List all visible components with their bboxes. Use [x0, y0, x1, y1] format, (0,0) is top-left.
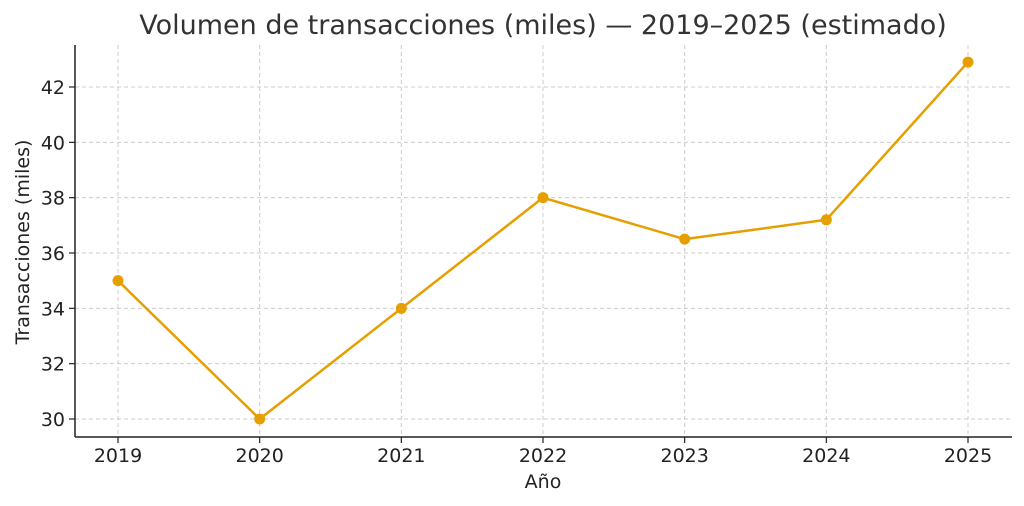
data-point-marker: [537, 192, 549, 204]
data-series: [112, 56, 974, 425]
y-axis-label: Transacciones (miles): [12, 140, 34, 346]
x-tick-label: 2025: [944, 445, 992, 467]
y-tick-label: 30: [41, 409, 65, 431]
x-tick-label: 2024: [802, 445, 850, 467]
y-tick-label: 40: [41, 132, 65, 154]
y-axis-ticks: 30 32 34 36 38 40 42: [41, 77, 75, 431]
y-tick-label: 38: [41, 188, 65, 210]
x-axis-label: Año: [525, 471, 562, 493]
chart-title: Volumen de transacciones (miles) — 2019–…: [139, 10, 947, 41]
data-point-marker: [679, 233, 691, 245]
x-tick-label: 2019: [94, 445, 142, 467]
y-tick-label: 36: [41, 243, 65, 265]
data-point-marker: [962, 56, 974, 68]
x-tick-label: 2021: [377, 445, 425, 467]
grid-lines: [75, 45, 1012, 437]
x-axis-ticks: 2019 2020 2021 2022 2023 2024 2025: [94, 437, 992, 467]
y-tick-label: 42: [41, 77, 65, 99]
x-tick-label: 2022: [519, 445, 567, 467]
data-point-marker: [112, 275, 124, 287]
y-tick-label: 32: [41, 354, 65, 376]
data-point-marker: [820, 214, 832, 226]
x-tick-label: 2020: [235, 445, 283, 467]
x-tick-label: 2023: [660, 445, 708, 467]
y-tick-label: 34: [41, 298, 65, 320]
data-point-marker: [395, 302, 407, 314]
data-point-marker: [254, 413, 266, 425]
